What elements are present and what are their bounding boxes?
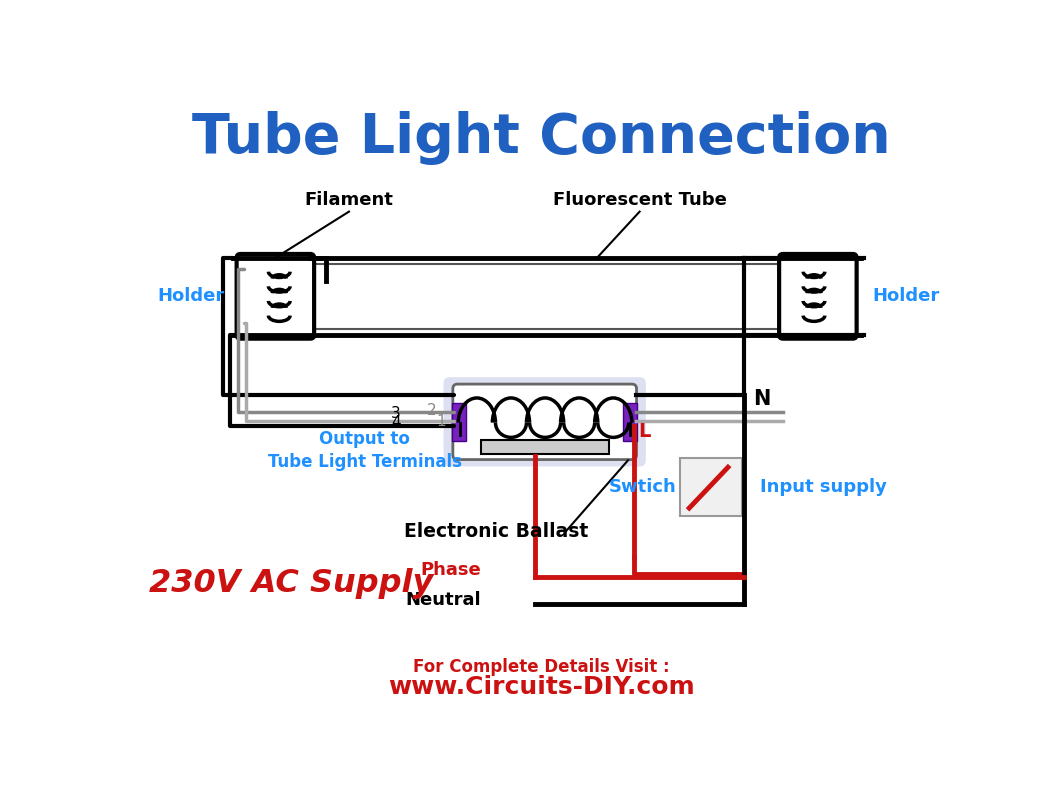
Text: 4: 4 [392, 415, 401, 430]
Text: 230V AC Supply: 230V AC Supply [149, 568, 433, 599]
Text: 2: 2 [427, 403, 436, 418]
Text: Fluorescent Tube: Fluorescent Tube [552, 191, 727, 209]
Text: 3: 3 [391, 406, 401, 421]
Text: Swtich: Swtich [608, 477, 676, 496]
Bar [452, 403, 466, 441]
FancyBboxPatch shape [444, 377, 646, 466]
Text: Input supply: Input supply [759, 477, 887, 496]
Text: Electronic Ballast: Electronic Ballast [404, 521, 588, 541]
FancyBboxPatch shape [237, 254, 314, 339]
Bar [480, 441, 608, 454]
Text: Phase: Phase [420, 561, 480, 578]
Text: www.Circuits-DIY.com: www.Circuits-DIY.com [388, 675, 695, 699]
Text: Output to
Tube Light Terminals: Output to Tube Light Terminals [267, 429, 461, 471]
Text: Tube Light Connection: Tube Light Connection [192, 111, 890, 166]
Text: 1: 1 [436, 413, 447, 429]
Text: N: N [754, 388, 771, 409]
Bar [623, 403, 638, 441]
FancyBboxPatch shape [779, 254, 856, 339]
Text: For Complete Details Visit :: For Complete Details Visit : [413, 658, 670, 677]
FancyBboxPatch shape [453, 384, 637, 460]
Bar [295, 264, 798, 328]
Text: Holder: Holder [872, 288, 940, 305]
Text: Neutral: Neutral [406, 591, 480, 610]
Bar [680, 458, 742, 516]
Text: Holder: Holder [157, 288, 225, 305]
Text: Filament: Filament [304, 191, 394, 209]
Text: L: L [638, 422, 650, 441]
